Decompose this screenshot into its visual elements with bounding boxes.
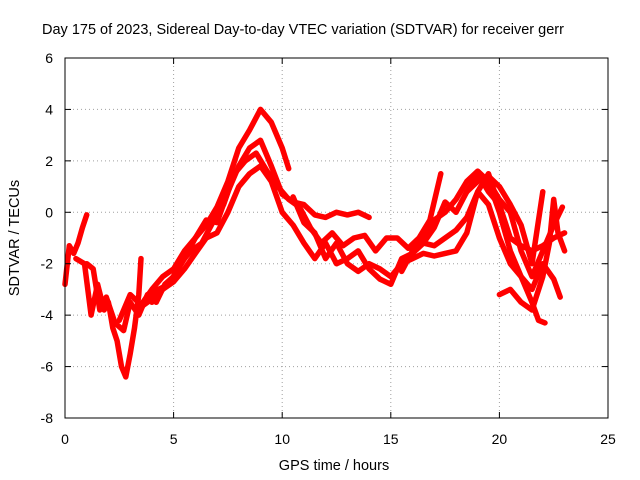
plot-frame (64, 57, 609, 419)
y-axis-label: SDTVAR / TECUs (7, 180, 23, 296)
series-arc-10 (485, 178, 548, 326)
series-arc-6 (149, 163, 503, 306)
series-arc-11 (496, 196, 568, 313)
y-tick-label-4: 4 (45, 101, 53, 117)
series-arc-12 (464, 173, 546, 267)
y-tick-label-2: 2 (45, 153, 53, 169)
series-arc-5 (133, 150, 444, 313)
x-tick-label-25: 25 (600, 431, 616, 447)
data-series (62, 106, 568, 380)
y-tick-label-neg8: -8 (41, 410, 54, 426)
x-tick-label-20: 20 (492, 431, 508, 447)
y-tick-label-0: 0 (45, 204, 53, 220)
x-tick-label-0: 0 (61, 431, 69, 447)
series-arc-8 (398, 170, 568, 275)
y-tick-label-6: 6 (45, 50, 53, 66)
chart-title: Day 175 of 2023, Sidereal Day-to-day VTE… (42, 22, 564, 38)
x-tick-label-15: 15 (383, 431, 399, 447)
x-tick-label-10: 10 (274, 431, 290, 447)
x-tick-label-5: 5 (170, 431, 178, 447)
series-arc-1 (62, 212, 90, 288)
series-arc-4 (116, 137, 372, 324)
y-tick-label-neg2: -2 (41, 256, 54, 272)
series-arc-2 (73, 255, 144, 380)
y-tick-label-neg6: -6 (41, 359, 54, 375)
x-axis-label: GPS time / hours (279, 458, 389, 474)
axis-ticks (64, 57, 609, 419)
y-tick-label-neg4: -4 (41, 307, 54, 323)
